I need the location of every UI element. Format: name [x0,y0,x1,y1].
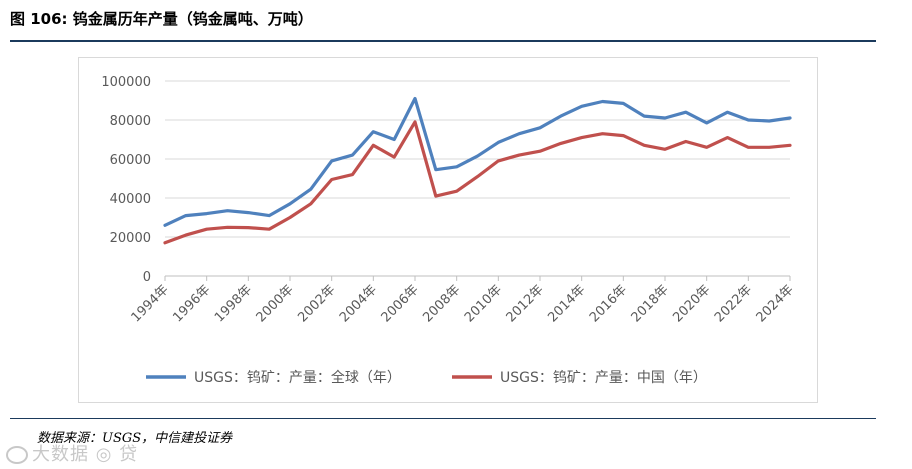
gridlines [165,80,790,277]
x-tick-label: 2014年 [545,282,588,325]
y-tick-label: 20000 [110,231,151,246]
series-line-1 [163,96,792,227]
series-line-2 [163,120,792,245]
legend: USGS：钨矿：产量：全球（年） USGS：钨矿：产量：中国（年） [146,369,707,386]
legend-label-1: USGS：钨矿：产量：全球（年） [194,369,401,386]
x-tick-label: 2008年 [420,282,463,325]
y-tick-label: 40000 [110,192,151,207]
x-axis: 1994年1996年1998年2000年2002年2004年2006年2008年… [129,276,797,325]
x-tick-label: 2022年 [712,282,755,325]
y-tick-label: 60000 [110,153,151,168]
source-rule [10,418,876,419]
watermark: 大数据 ◎ 贷 [6,440,138,466]
y-tick-label: 100000 [101,75,151,90]
x-tick-label: 2010年 [462,282,505,325]
x-tick-label: 2006年 [379,282,422,325]
y-tick-label: 80000 [110,114,151,129]
y-axis: 0 20000 40000 60000 80000 100000 [101,75,151,285]
x-tick-label: 2004年 [337,282,380,325]
x-tick-label: 2012年 [504,282,547,325]
watermark-logo-icon [6,446,28,464]
x-tick-label: 2024年 [754,282,797,325]
x-tick-label: 2018年 [629,282,672,325]
x-tick-label: 2002年 [295,282,338,325]
series-lines [163,96,792,245]
source-note: 数据来源：USGS，中信建投证券 [37,431,233,446]
x-tick-label: 1994年 [129,282,172,325]
x-tick-label: 2020年 [670,282,713,325]
x-tick-label: 1996年 [170,282,213,325]
watermark-text: 大数据 ◎ 贷 [32,444,139,465]
x-tick-label: 1998年 [212,282,255,325]
legend-label-2: USGS：钨矿：产量：中国（年） [500,370,707,386]
y-tick-label: 0 [143,270,151,285]
title-rule [10,40,876,42]
x-tick-label: 2000年 [254,282,297,325]
figure-title: 图 106: 钨金属历年产量（钨金属吨、万吨） [10,10,313,28]
x-tick-label: 2016年 [587,282,630,325]
chart-frame [78,57,818,403]
